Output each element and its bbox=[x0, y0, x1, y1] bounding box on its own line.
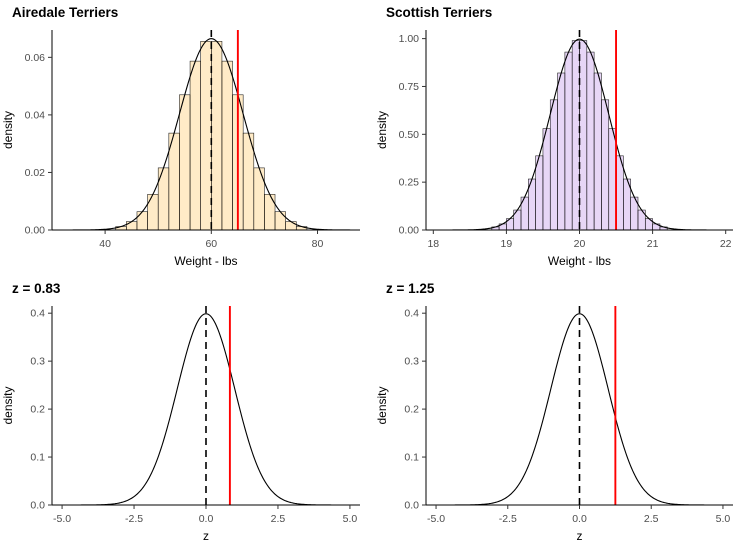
histogram-bar bbox=[274, 211, 286, 231]
y-axis-title: density bbox=[375, 111, 389, 149]
histogram-bar bbox=[221, 60, 233, 231]
chart-z-125: -5.0 -2.5 0.0 2.5 5.0 0.0 0.1 0.2 0.3 0.4 z density… bbox=[375, 281, 733, 543]
chart-title: z = 0.83 bbox=[12, 281, 61, 296]
x-tick-label: 0.0 bbox=[199, 513, 214, 525]
panel-airedale-terriers: 40 60 80 0.00 0.02 0.04 0.06 Weight - lbs densit… bbox=[0, 0, 374, 276]
panel-z-083: -5.0 -2.5 0.0 2.5 5.0 0.0 0.1 0.2 0.3 0.4 z density… bbox=[0, 276, 374, 551]
histogram-bar bbox=[571, 40, 580, 231]
histogram-bar bbox=[593, 72, 602, 231]
y-tick-label: 0.3 bbox=[404, 356, 419, 368]
x-axis-title: z bbox=[203, 529, 209, 543]
x-tick-label: 5.0 bbox=[716, 513, 731, 525]
y-axis-title: density bbox=[1, 386, 15, 424]
histogram-bar bbox=[542, 128, 551, 231]
histogram-bar bbox=[535, 155, 544, 231]
y-tick-label: 0.2 bbox=[30, 404, 45, 416]
histogram-bar bbox=[136, 211, 148, 231]
chart-airedale-terriers: 40 60 80 0.00 0.02 0.04 0.06 Weight - lbs densit… bbox=[1, 5, 360, 268]
x-tick-label: 20 bbox=[574, 238, 586, 250]
chart-z-083: -5.0 -2.5 0.0 2.5 5.0 0.0 0.1 0.2 0.3 0.4 z density… bbox=[1, 281, 360, 543]
y-tick-label: 0.1 bbox=[30, 452, 45, 464]
x-tick-label: 2.5 bbox=[644, 513, 659, 525]
histogram-bar bbox=[557, 72, 566, 231]
y-tick-label: 0.0 bbox=[404, 500, 419, 512]
y-tick-label: 0.0 bbox=[30, 500, 45, 512]
y-tick-label: 0.2 bbox=[404, 404, 419, 416]
y-tick-label: 0.3 bbox=[30, 356, 45, 368]
x-tick-label: -5.0 bbox=[53, 513, 71, 525]
y-tick-label: 0.06 bbox=[25, 52, 46, 64]
x-tick-label: -2.5 bbox=[125, 513, 143, 525]
y-axis-title: density bbox=[1, 111, 15, 149]
chart-title: Scottish Terriers bbox=[386, 5, 492, 20]
chart-title: Airedale Terriers bbox=[12, 5, 118, 20]
histogram-bar bbox=[608, 128, 617, 231]
histogram-bar bbox=[200, 40, 212, 231]
y-tick-label: 0.00 bbox=[25, 225, 46, 237]
x-tick-label: 0.0 bbox=[572, 513, 587, 525]
x-tick-label: 5.0 bbox=[343, 513, 358, 525]
histogram-bar bbox=[579, 40, 588, 231]
y-tick-label: 0.02 bbox=[25, 167, 46, 179]
density-curve bbox=[52, 38, 360, 231]
y-tick-label: 0.4 bbox=[404, 308, 419, 320]
histogram-bar bbox=[285, 221, 297, 231]
panel-z-125: -5.0 -2.5 0.0 2.5 5.0 0.0 0.1 0.2 0.3 0.4 z density… bbox=[374, 276, 747, 551]
y-tick-label: 0.04 bbox=[25, 109, 46, 121]
x-axis-title: z bbox=[577, 529, 583, 543]
x-tick-label: 19 bbox=[501, 238, 513, 250]
chart-scottish-terriers: 18 19 20 21 22 0.00 0.25 0.50 0.75 1.00 Weight - l… bbox=[375, 5, 733, 268]
x-tick-label: 22 bbox=[720, 238, 732, 250]
x-tick-label: -2.5 bbox=[499, 513, 517, 525]
y-tick-label: 0.1 bbox=[404, 452, 419, 464]
y-tick-label: 0.25 bbox=[399, 177, 420, 189]
histogram-bar bbox=[147, 194, 159, 231]
y-tick-label: 1.00 bbox=[399, 33, 420, 45]
panel-scottish-terriers: 18 19 20 21 22 0.00 0.25 0.50 0.75 1.00 Weight - l… bbox=[374, 0, 747, 276]
x-axis-title: Weight - lbs bbox=[548, 254, 611, 268]
y-tick-label: 0.00 bbox=[399, 225, 420, 237]
y-tick-label: 0.4 bbox=[30, 308, 45, 320]
x-tick-label: 60 bbox=[205, 238, 217, 250]
histogram-bar bbox=[189, 60, 201, 231]
histogram-bar bbox=[211, 40, 223, 231]
y-tick-label: 0.50 bbox=[399, 129, 420, 141]
histogram-bar bbox=[264, 194, 276, 231]
histogram-bar bbox=[549, 99, 558, 231]
y-tick-label: 0.75 bbox=[399, 81, 420, 93]
histogram-bar bbox=[179, 94, 191, 231]
histogram-bar bbox=[586, 51, 595, 231]
histogram-bar bbox=[615, 155, 624, 231]
chart-title: z = 1.25 bbox=[386, 281, 435, 296]
y-axis-title: density bbox=[375, 386, 389, 424]
histogram-bar bbox=[601, 99, 610, 231]
x-tick-label: 2.5 bbox=[271, 513, 286, 525]
histogram-bar bbox=[564, 51, 573, 231]
x-tick-label: -5.0 bbox=[427, 513, 445, 525]
x-tick-label: 40 bbox=[99, 238, 111, 250]
x-axis-title: Weight - lbs bbox=[174, 254, 237, 268]
x-tick-label: 80 bbox=[312, 238, 324, 250]
histogram-bar bbox=[126, 221, 138, 231]
x-tick-label: 18 bbox=[427, 238, 439, 250]
x-tick-label: 21 bbox=[647, 238, 659, 250]
